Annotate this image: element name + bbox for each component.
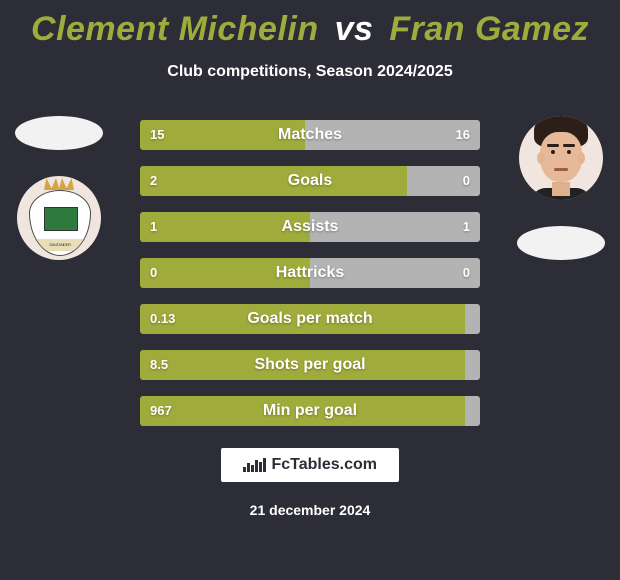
player1-club-crest: SANTANDER xyxy=(17,176,101,260)
stat-value-left: 15 xyxy=(140,120,174,150)
stat-label: Assists xyxy=(140,218,480,236)
crest-icon: SANTANDER xyxy=(29,182,89,254)
player1-name: Clement Michelin xyxy=(31,10,319,48)
stat-label: Matches xyxy=(140,126,480,144)
player2-name: Fran Gamez xyxy=(389,10,589,48)
stat-row: Assists1 1 xyxy=(140,212,480,242)
vs-separator: vs xyxy=(335,10,374,48)
stat-label: Hattricks xyxy=(140,264,480,282)
brand-text: FcTables.com xyxy=(271,456,377,474)
crest-ribbon: SANTANDER xyxy=(36,239,84,251)
stat-row: Shots per goal8.5 xyxy=(140,350,480,380)
page-title: Clement Michelin vs Fran Gamez xyxy=(0,0,620,49)
player2-photo xyxy=(519,116,603,200)
stat-label: Goals per match xyxy=(140,310,480,328)
stat-row: Hattricks0 0 xyxy=(140,258,480,288)
date: 21 december 2024 xyxy=(250,502,371,518)
comparison-card: Clement Michelin vs Fran Gamez Club comp… xyxy=(0,0,620,580)
stat-value-left: 967 xyxy=(140,396,182,426)
stat-value-right: 1 xyxy=(453,212,480,242)
stat-row: Matches15 16 xyxy=(140,120,480,150)
stat-value-left: 1 xyxy=(140,212,167,242)
stat-value-left: 0 xyxy=(140,258,167,288)
player1-side: SANTANDER xyxy=(14,116,104,260)
stat-row: Goals per match0.13 xyxy=(140,304,480,334)
stat-value-right: 0 xyxy=(453,166,480,196)
stat-value-right xyxy=(460,350,480,380)
player2-side xyxy=(516,116,606,260)
stat-value-right: 16 xyxy=(446,120,480,150)
stat-row: Goals2 0 xyxy=(140,166,480,196)
country-oval-left xyxy=(15,116,103,150)
stat-value-right xyxy=(460,396,480,426)
face-icon xyxy=(525,116,597,200)
stat-value-left: 8.5 xyxy=(140,350,178,380)
stat-value-left: 2 xyxy=(140,166,167,196)
subtitle: Club competitions, Season 2024/2025 xyxy=(0,63,620,81)
stat-value-right xyxy=(460,304,480,334)
chart-icon xyxy=(243,458,266,472)
stat-label: Shots per goal xyxy=(140,356,480,374)
stat-label: Min per goal xyxy=(140,402,480,420)
country-oval-right xyxy=(517,226,605,260)
stat-value-left: 0.13 xyxy=(140,304,185,334)
stat-value-right: 0 xyxy=(453,258,480,288)
brand-badge: FcTables.com xyxy=(221,448,399,482)
stat-row: Min per goal967 xyxy=(140,396,480,426)
stat-bars: Matches1516Goals20Assists11Hattricks00Go… xyxy=(140,120,480,442)
stat-label: Goals xyxy=(140,172,480,190)
